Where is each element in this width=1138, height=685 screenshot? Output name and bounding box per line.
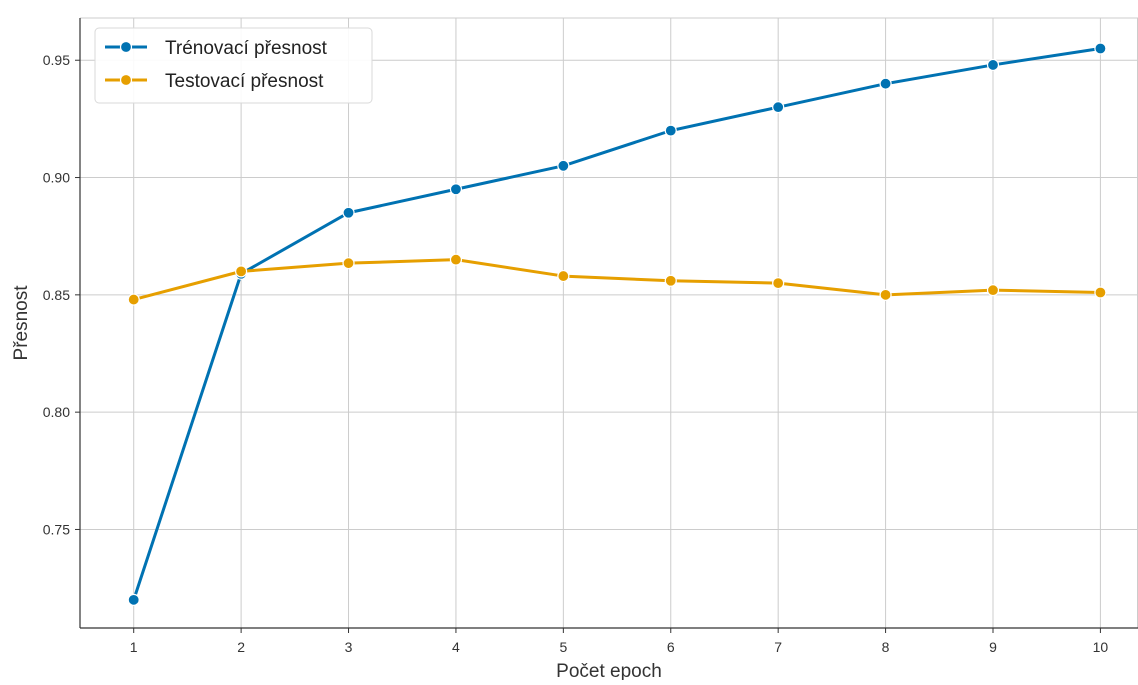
data-point bbox=[1094, 286, 1107, 299]
x-axis-label: Počet epoch bbox=[556, 661, 662, 680]
x-tick-label: 3 bbox=[345, 639, 353, 655]
data-point bbox=[449, 253, 463, 266]
data-point bbox=[986, 284, 1000, 297]
x-tick-label: 8 bbox=[882, 639, 890, 655]
series-1 bbox=[127, 42, 1107, 606]
y-tick-label: 0.75 bbox=[43, 521, 70, 537]
x-tick-label: 4 bbox=[452, 639, 460, 655]
series-lines bbox=[127, 42, 1107, 606]
series-line bbox=[132, 47, 1102, 602]
x-tick-label: 1 bbox=[130, 639, 138, 655]
data-point bbox=[772, 101, 785, 114]
y-tick-label: 0.80 bbox=[43, 404, 70, 420]
data-point bbox=[664, 274, 677, 287]
data-point bbox=[664, 124, 677, 137]
data-point bbox=[1094, 42, 1107, 55]
legend-item: Testovací přesnost bbox=[105, 71, 324, 92]
legend-label: Testovací přesnost bbox=[165, 71, 324, 92]
y-tick-label: 0.90 bbox=[43, 170, 70, 186]
x-tick-label: 2 bbox=[237, 639, 245, 655]
x-tick-label: 6 bbox=[667, 639, 675, 655]
x-tick-label: 10 bbox=[1093, 639, 1109, 655]
data-point bbox=[235, 265, 248, 278]
series-2 bbox=[127, 253, 1107, 306]
data-point bbox=[342, 206, 355, 219]
data-point bbox=[127, 293, 140, 306]
y-tick-label: 0.95 bbox=[43, 52, 70, 68]
legend: Trénovací přesnost Testovací přesnost bbox=[94, 27, 373, 104]
data-point bbox=[449, 183, 463, 196]
legend-item: Trénovací přesnost bbox=[105, 38, 328, 59]
x-tick-label: 5 bbox=[559, 639, 567, 655]
y-tick-label: 0.85 bbox=[43, 287, 70, 303]
data-point bbox=[127, 593, 140, 606]
gridlines bbox=[80, 18, 1138, 628]
y-axis-label: Přesnost bbox=[11, 285, 32, 361]
data-point bbox=[772, 277, 785, 290]
legend-label: Trénovací přesnost bbox=[165, 38, 328, 59]
data-point bbox=[879, 77, 892, 90]
data-point bbox=[986, 58, 1000, 72]
legend-swatch-marker bbox=[119, 73, 133, 87]
x-tick-label: 9 bbox=[989, 639, 997, 655]
legend-swatch-marker bbox=[119, 40, 133, 54]
x-tick-label: 7 bbox=[774, 639, 782, 655]
data-point bbox=[879, 288, 892, 301]
series-line bbox=[132, 258, 1102, 302]
data-point bbox=[557, 269, 570, 283]
data-point bbox=[557, 159, 570, 172]
data-point bbox=[342, 257, 355, 270]
legend-box bbox=[94, 27, 373, 104]
